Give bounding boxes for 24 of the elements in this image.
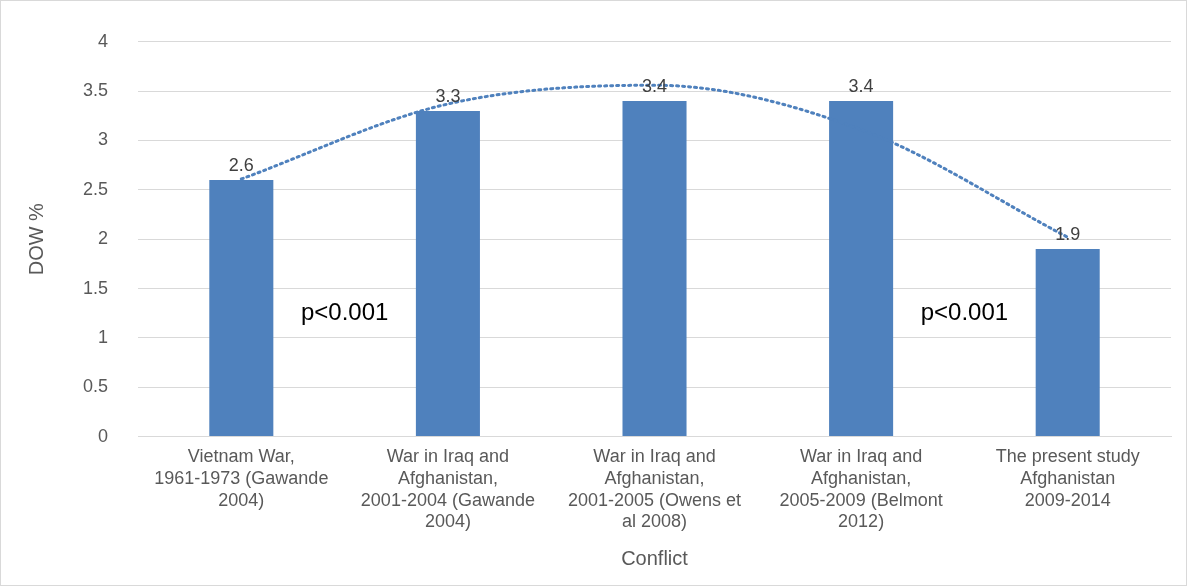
y-axis-title: DOW % — [24, 202, 47, 276]
y-tick-label: 1.5 — [82, 277, 109, 298]
x-tick-label: War in Iraq and Afghanistan, 2001-2004 (Gawande 2004) — [360, 446, 535, 532]
annotation: p<0.001 — [920, 297, 1009, 325]
bar — [622, 101, 687, 437]
x-tick-label: The present study Afghanistan 2009-2014 — [995, 446, 1140, 510]
x-axis-title: Conflict — [621, 546, 689, 569]
y-tick-label: 2.5 — [82, 178, 109, 199]
data-label: 2.6 — [228, 154, 254, 175]
y-tick-label: 2 — [98, 228, 109, 249]
x-tick-label: Vietnam War, 1961-1973 (Gawande 2004) — [154, 446, 329, 510]
x-tick-label: War in Iraq and Afghanistan, 2005-2009 (Belmont 2012) — [779, 446, 943, 532]
y-tick-label: 4 — [98, 30, 109, 51]
data-label: 1.9 — [1055, 224, 1081, 245]
data-label: 3.4 — [848, 75, 874, 96]
y-tick-label: 3 — [98, 129, 109, 150]
y-tick-label: 0.5 — [82, 376, 109, 397]
bar — [1035, 249, 1100, 437]
y-tick-label: 1 — [98, 326, 109, 347]
annotation: p<0.001 — [300, 297, 389, 325]
data-label: 3.3 — [435, 85, 461, 106]
y-tick-label: 0 — [98, 425, 109, 446]
y-tick-label: 3.5 — [82, 80, 109, 101]
x-tick-label: War in Iraq and Afghanistan, 2001-2005 (Owens et al 2008) — [567, 446, 742, 532]
